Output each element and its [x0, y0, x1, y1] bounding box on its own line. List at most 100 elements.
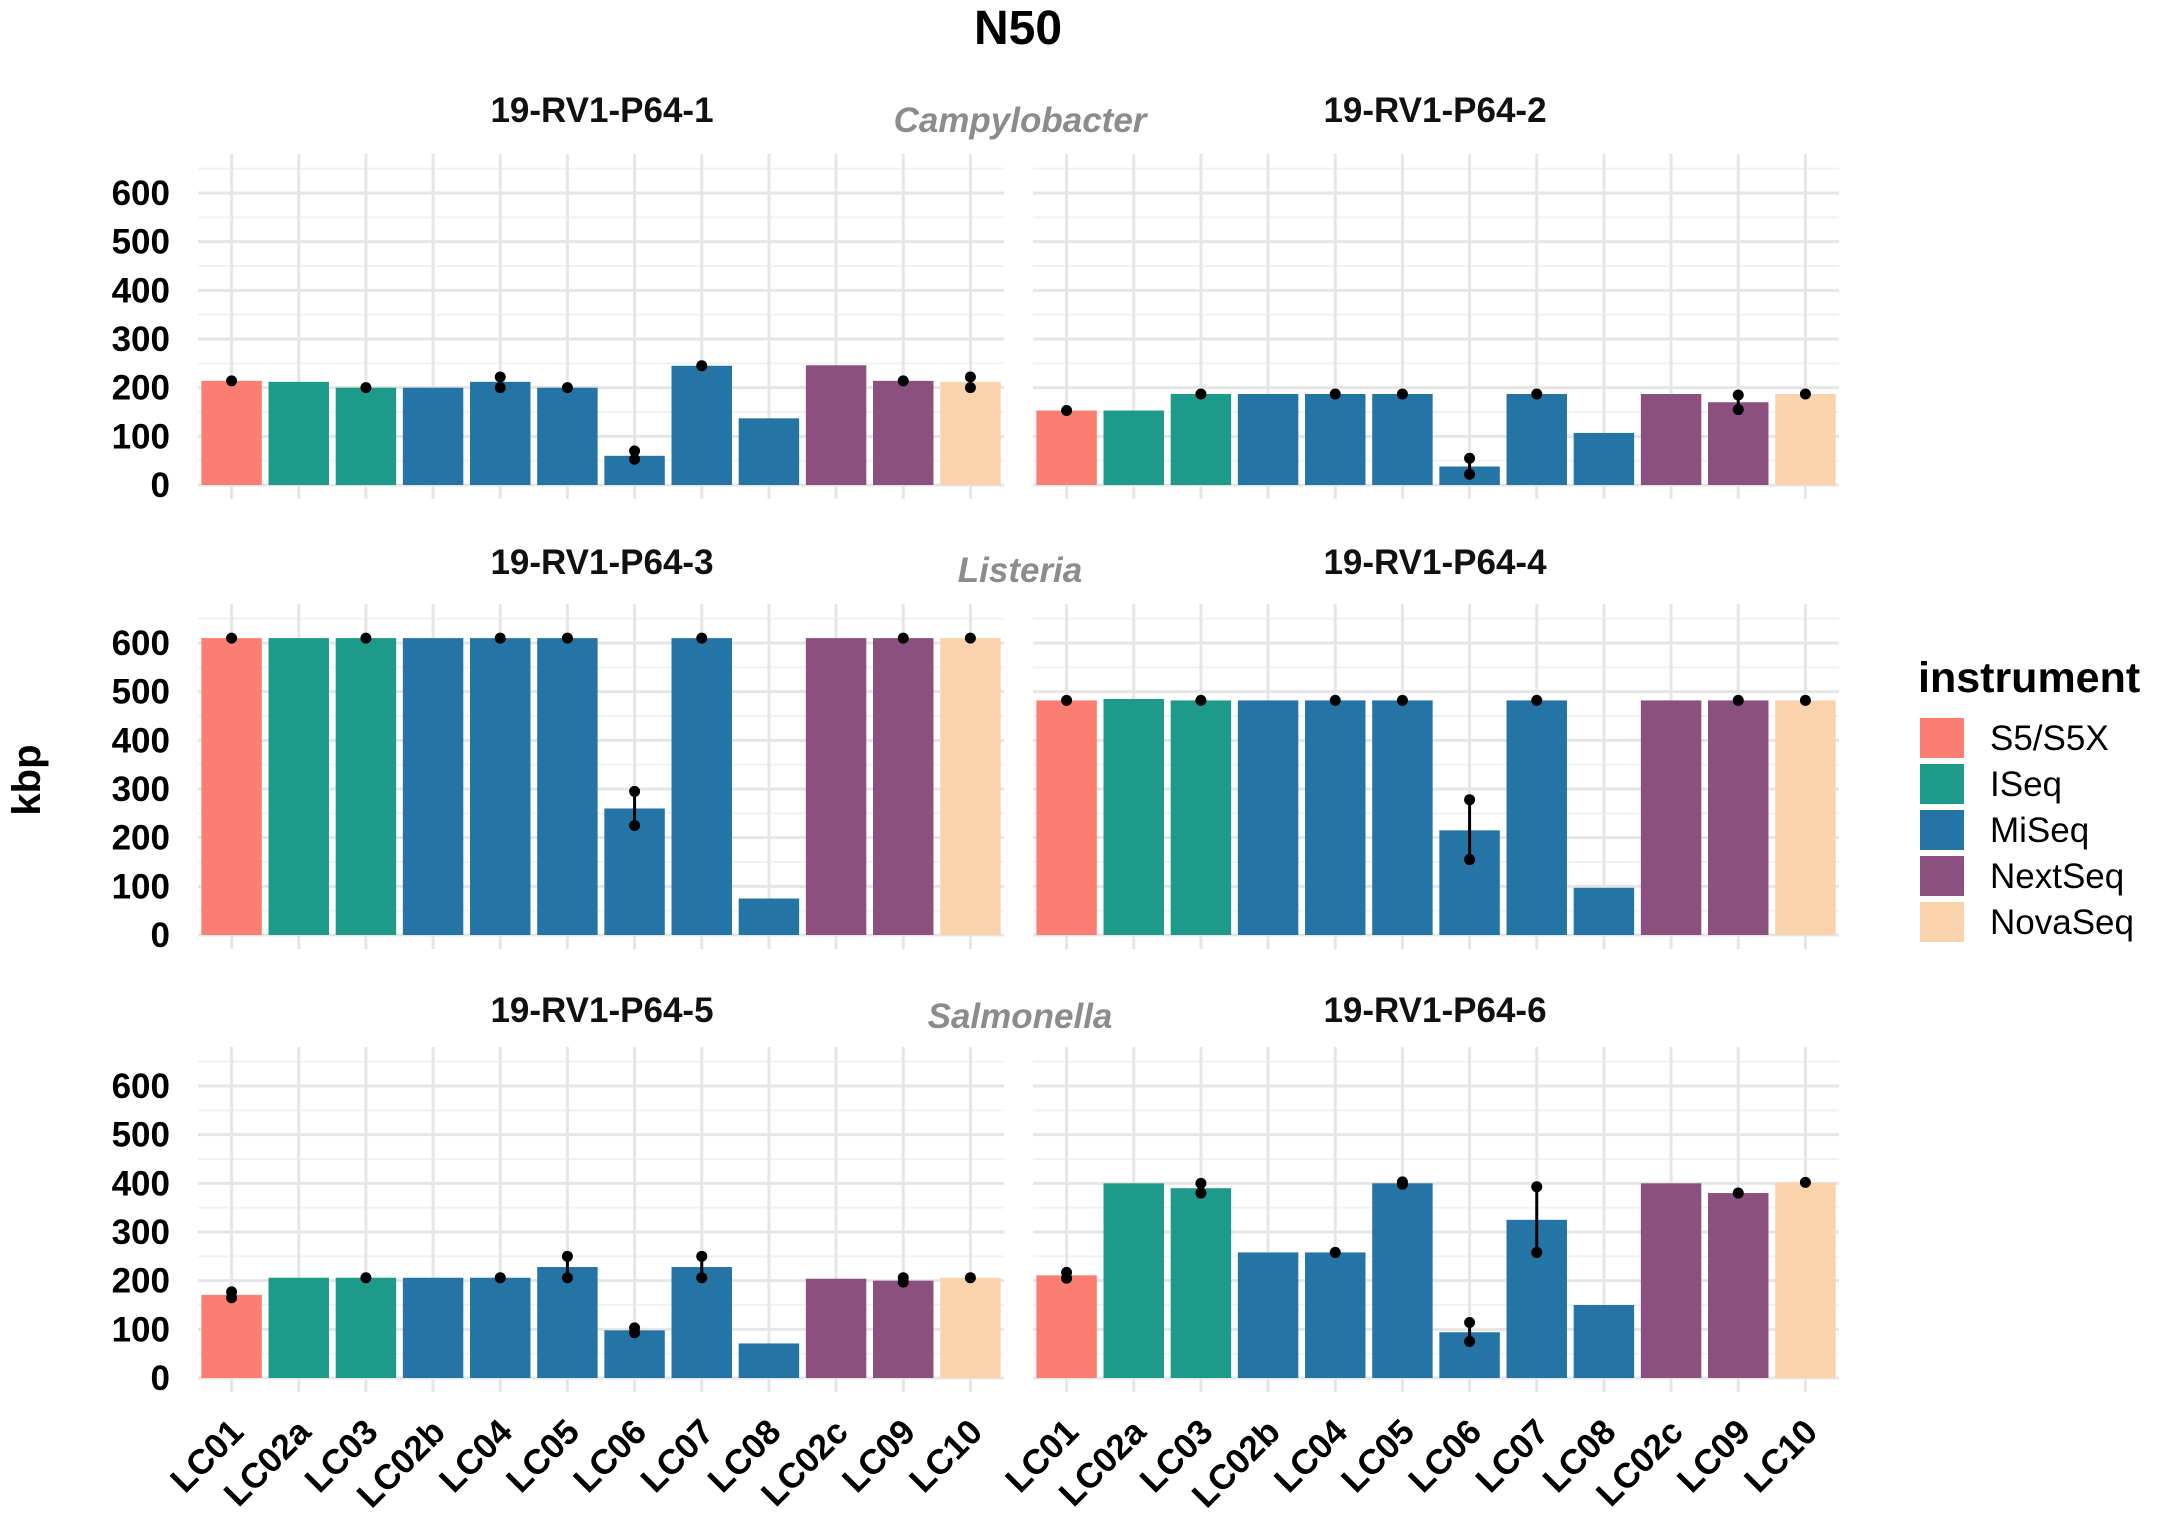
replicate-point	[1464, 468, 1476, 480]
legend-label: ISeq	[1990, 765, 2062, 804]
replicate-point	[897, 375, 909, 387]
bar-lc07	[1506, 700, 1567, 935]
bar-lc01	[1036, 410, 1097, 485]
bar-lc07	[671, 365, 732, 485]
x-tick-label-lc10: LC10	[902, 1412, 990, 1500]
bar-lc02a	[1103, 1183, 1164, 1378]
replicate-point	[897, 1272, 909, 1284]
replicate-point	[1732, 1187, 1744, 1199]
bar-lc02b	[1237, 1252, 1299, 1378]
y-tick-label: 0	[151, 1359, 170, 1398]
bar-lc01	[1036, 700, 1097, 935]
bar-lc03	[1170, 393, 1232, 485]
bar-lc09	[873, 1280, 934, 1378]
replicate-point	[494, 382, 506, 394]
organism-labels: Campylobacter Listeria Salmonella	[894, 101, 1149, 1036]
bar-lc01	[201, 1294, 262, 1378]
panel-1: 19-RV1-P64-1 0 100 200 300 400 500 600	[112, 91, 1004, 505]
bar-lc02c	[805, 365, 867, 485]
bar-lc09	[1708, 402, 1769, 485]
x-tick-label-lc05: LC05	[1334, 1412, 1422, 1500]
bar-lc05	[537, 1267, 598, 1378]
replicate-point	[1531, 694, 1543, 706]
panel-title: 19-RV1-P64-5	[490, 991, 713, 1030]
x-tick-label-lc10: LC10	[1737, 1412, 1825, 1500]
replicate-point	[1396, 1176, 1408, 1188]
organism-label-listeria: Listeria	[958, 551, 1083, 590]
replicate-point	[1061, 1266, 1073, 1278]
bar-lc07	[1506, 393, 1567, 485]
x-tick-label-lc05: LC05	[499, 1412, 587, 1500]
legend-label: NovaSeq	[1990, 903, 2134, 942]
panel-title: 19-RV1-P64-1	[490, 91, 713, 130]
y-tick-label: 600	[112, 1067, 170, 1106]
bar-lc02c	[1640, 700, 1702, 935]
panel-4: 19-RV1-P64-4	[1033, 543, 1839, 949]
y-tick-label: 300	[112, 1213, 170, 1252]
replicate-point	[1329, 1246, 1341, 1258]
replicate-point	[1732, 694, 1744, 706]
bar-lc02a	[268, 1277, 329, 1378]
y-tick-label: 100	[112, 1310, 170, 1349]
bar-lc06	[604, 1330, 665, 1378]
bar-lc02a	[268, 381, 329, 485]
y-tick-label: 200	[112, 369, 170, 408]
replicate-point	[1195, 388, 1207, 400]
replicate-point	[964, 382, 976, 394]
replicate-point	[1531, 388, 1543, 400]
panel-background	[198, 154, 1004, 499]
replicate-point	[964, 371, 976, 383]
panel-background	[1033, 154, 1839, 499]
bar-lc07	[671, 638, 732, 935]
y-tick-label: 500	[112, 223, 170, 262]
bar-lc05	[537, 638, 598, 935]
y-tick-label: 300	[112, 770, 170, 809]
y-tick-label: 0	[151, 916, 170, 955]
bar-lc08	[738, 1343, 800, 1378]
legend-label: S5/S5X	[1990, 719, 2109, 758]
bar-lc03	[1170, 1188, 1232, 1378]
bar-lc10	[1775, 393, 1836, 485]
bar-lc01	[1036, 1275, 1097, 1378]
replicate-point	[696, 1250, 708, 1262]
y-tick-label: 600	[112, 624, 170, 663]
panel-title: 19-RV1-P64-6	[1323, 991, 1546, 1030]
bar-lc05	[1372, 393, 1433, 485]
replicate-point	[1464, 1317, 1476, 1329]
panel-6: 19-RV1-P64-6	[1033, 991, 1839, 1392]
replicate-point	[360, 632, 372, 644]
bar-lc04	[470, 638, 531, 935]
replicate-point	[1732, 404, 1744, 416]
replicate-point	[897, 632, 909, 644]
bar-lc05	[537, 387, 598, 485]
x-tick-label-lc04: LC04	[432, 1412, 520, 1500]
legend-swatch-iseq	[1920, 764, 1964, 804]
bar-lc02a	[1103, 410, 1164, 485]
panel-title: 19-RV1-P64-3	[490, 543, 713, 582]
legend: instrument S5/S5X ISeq MiSeq NextSeq NovaSeq	[1918, 654, 2140, 942]
bar-lc10	[1775, 1182, 1836, 1378]
panel-3: 19-RV1-P64-3 0 100 200 300 400 500 600	[112, 543, 1004, 955]
replicate-point	[696, 632, 708, 644]
panel-background	[198, 1047, 1004, 1392]
replicate-point	[1464, 452, 1476, 464]
legend-swatch-miseq	[1920, 810, 1964, 850]
y-tick-label: 300	[112, 320, 170, 359]
x-tick-label-lc09: LC09	[835, 1412, 923, 1500]
x-tick-label-lc07: LC07	[633, 1412, 721, 1500]
replicate-point	[1464, 794, 1476, 806]
replicate-point	[629, 1322, 641, 1334]
replicate-point	[1061, 694, 1073, 706]
bar-lc02c	[1640, 393, 1702, 485]
bar-lc04	[470, 1277, 531, 1378]
organism-label-salmonella: Salmonella	[928, 997, 1113, 1036]
panel-background	[1033, 604, 1839, 949]
legend-label: MiSeq	[1990, 811, 2089, 850]
replicate-point	[1195, 1177, 1207, 1189]
replicate-point	[629, 453, 641, 465]
bar-lc02c	[1640, 1183, 1702, 1378]
replicate-point	[1195, 1187, 1207, 1199]
bar-lc02c	[805, 1278, 867, 1378]
replicate-point	[360, 1272, 372, 1284]
